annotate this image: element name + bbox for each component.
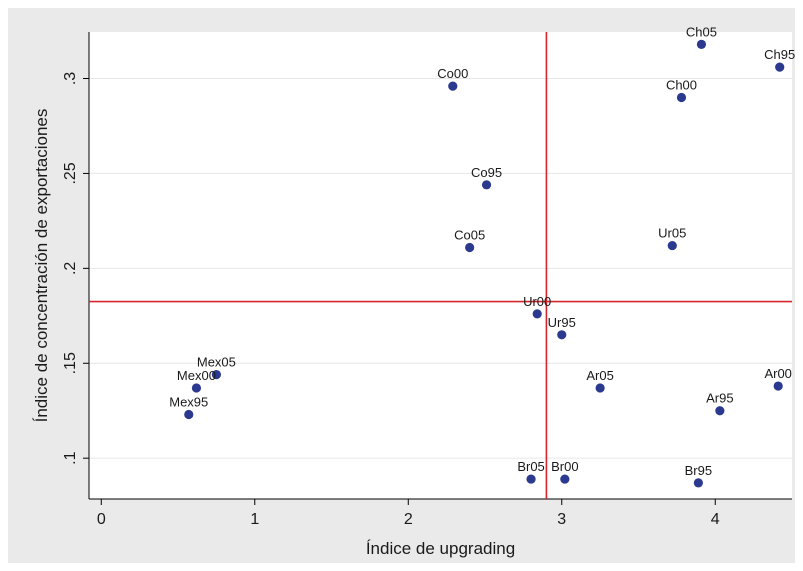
grid-lines [89, 78, 792, 459]
data-point [532, 309, 542, 319]
data-point [526, 474, 536, 484]
point-label: Ur05 [658, 226, 686, 241]
point-label: Co05 [454, 227, 485, 242]
x-tick-label: 2 [404, 511, 413, 528]
point-label: Ch95 [764, 47, 795, 62]
data-points: Ch05 Ch95 Co00 Ch00 Co95 Co05 Ur05 Ur00 Ur95 Mex0… [169, 24, 795, 488]
data-point [676, 92, 687, 103]
data-point [696, 39, 707, 49]
point-label: Mex95 [169, 395, 208, 410]
y-axis-title: Índice de concentración de exportaciones [32, 109, 51, 423]
data-point [560, 474, 570, 484]
reference-lines [89, 32, 792, 499]
x-tick-label: 3 [557, 511, 566, 528]
x-tick-label: 1 [250, 511, 259, 528]
point-label: Ch05 [686, 24, 717, 39]
point-label: Br05 [517, 459, 544, 474]
data-point [448, 81, 458, 91]
point-label: Ch00 [666, 77, 697, 92]
point-label: Ar95 [706, 391, 733, 406]
data-point [465, 242, 475, 253]
axes: .1 .15 .2 .25 .3 0 1 2 3 4 [62, 32, 792, 528]
data-point [693, 478, 703, 488]
data-point [191, 383, 202, 393]
point-label: Br00 [551, 459, 578, 474]
data-point [557, 330, 567, 340]
data-point [595, 383, 605, 393]
point-label: Co00 [437, 66, 468, 81]
point-label: Br95 [685, 463, 712, 478]
point-label: Ar00 [764, 366, 791, 381]
point-label: Ur00 [523, 294, 551, 309]
point-label: Co95 [471, 165, 502, 180]
y-tick-label: .3 [62, 72, 79, 85]
plot-area [89, 32, 792, 499]
point-label: Ar05 [586, 368, 613, 383]
point-label: Mex00 [177, 368, 216, 383]
point-label: Ur95 [548, 315, 576, 330]
y-tick-label: .25 [62, 162, 79, 184]
x-tick-label: 4 [711, 511, 720, 528]
y-tick-label: .15 [62, 352, 79, 374]
data-point [773, 381, 783, 391]
data-point [667, 240, 677, 251]
data-point [211, 370, 221, 380]
x-tick-label: 0 [97, 511, 106, 528]
point-label: Mex05 [197, 355, 236, 370]
y-tick-label: .1 [62, 451, 79, 464]
data-point [715, 406, 725, 416]
data-point [775, 62, 785, 72]
y-tick-label: .2 [62, 262, 79, 275]
data-point [481, 180, 492, 190]
x-axis-title: Índice de upgrading [366, 539, 515, 558]
data-point [184, 409, 194, 420]
